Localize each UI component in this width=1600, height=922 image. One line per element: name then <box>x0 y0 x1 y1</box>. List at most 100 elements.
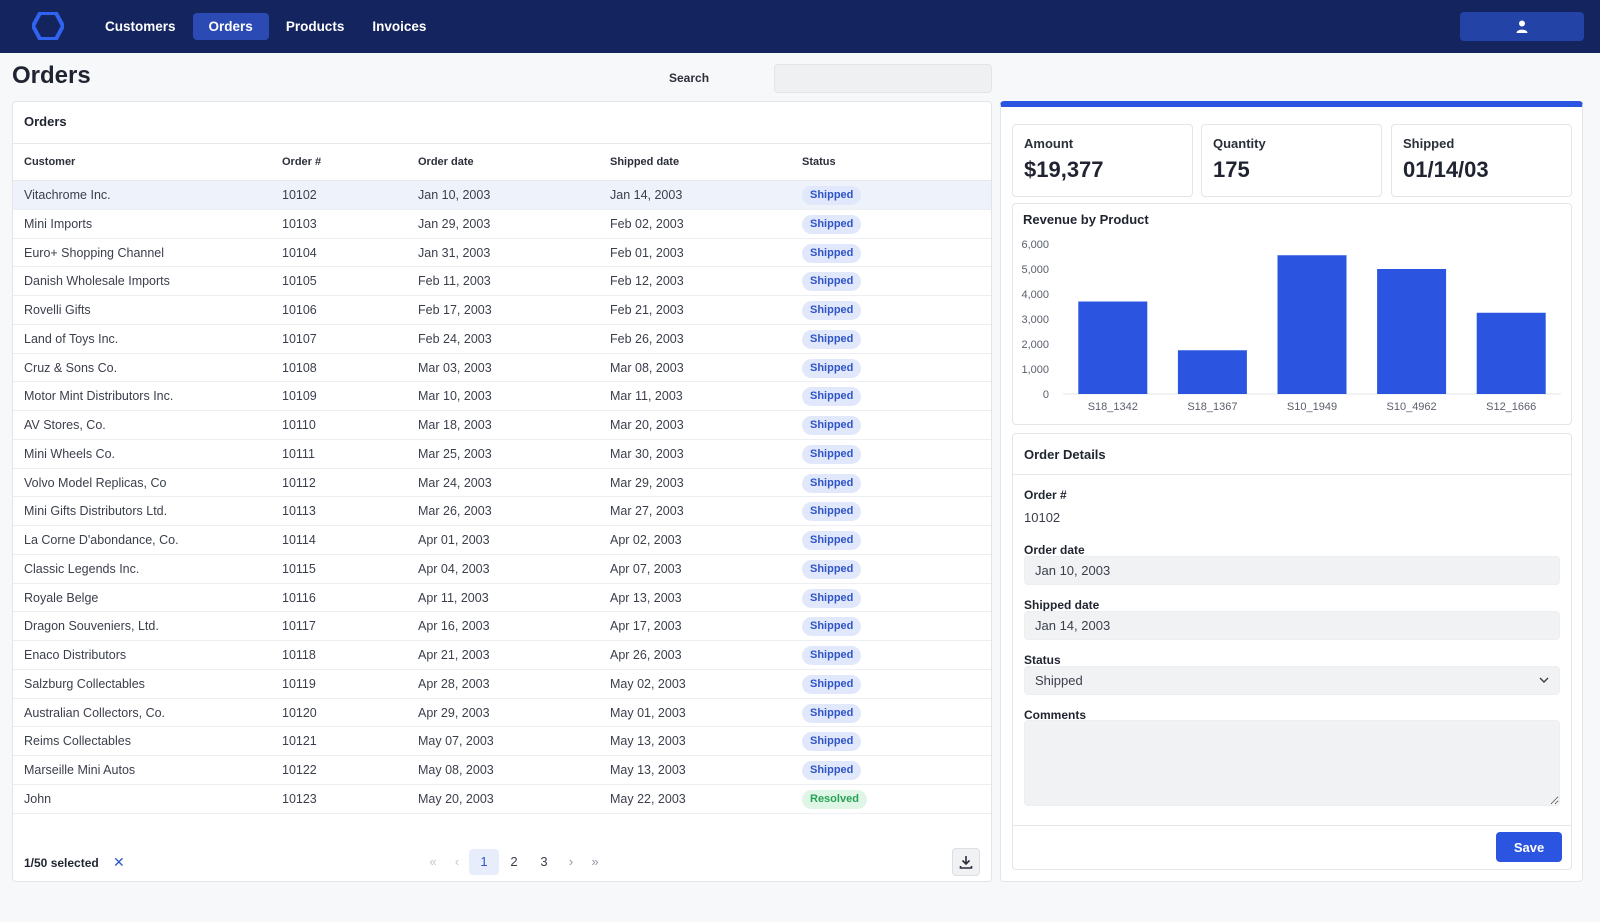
column-header-shipped-date[interactable]: Shipped date <box>610 156 680 168</box>
cell-order-number: 10102 <box>282 188 317 202</box>
status-badge: Shipped <box>802 502 862 522</box>
cell-order-number: 10117 <box>282 619 316 634</box>
download-button[interactable] <box>952 848 980 876</box>
chart-bar[interactable] <box>1078 301 1148 395</box>
cell-shipped-date: May 13, 2003 <box>610 734 686 749</box>
table-row[interactable]: Land of Toys Inc. 10107 Feb 24, 2003 Feb 26… <box>13 325 991 354</box>
cell-order-date: Mar 26, 2003 <box>418 504 492 519</box>
table-row[interactable]: Cruz & Sons Co. 10108 Mar 03, 2003 Mar 08, … <box>13 354 991 383</box>
order-date-field[interactable]: Jan 10, 2003 <box>1024 556 1560 585</box>
table-row[interactable]: Euro+ Shopping Channel 10104 Jan 31, 2003 F… <box>13 239 991 268</box>
table-row[interactable]: Reims Collectables 10121 May 07, 2003 May 1… <box>13 727 991 756</box>
search-input[interactable] <box>774 64 992 93</box>
cell-customer: Mini Wheels Co. <box>24 446 115 461</box>
table-row[interactable]: Enaco Distributors 10118 Apr 21, 2003 Apr 2… <box>13 641 991 670</box>
cell-order-date: Mar 18, 2003 <box>418 418 492 432</box>
y-tick-label: 2,000 <box>1021 339 1049 351</box>
nav-item-customers[interactable]: Customers <box>105 19 176 34</box>
table-row[interactable]: Rovelli Gifts 10106 Feb 17, 2003 Feb 21, 20… <box>13 296 991 325</box>
x-tick-label: S18_1367 <box>1187 401 1237 413</box>
cell-order-date: Mar 10, 2003 <box>418 389 492 404</box>
page-title: Orders <box>12 62 91 89</box>
y-tick-label: 1,000 <box>1021 364 1049 376</box>
nav-item-orders[interactable]: Orders <box>192 13 269 40</box>
details-title: Order Details <box>1024 447 1106 462</box>
chart-bar[interactable] <box>1277 255 1347 394</box>
stat-value: 175 <box>1213 157 1250 182</box>
table-row[interactable]: La Corne D'abondance, Co. 10114 Apr 01, 20… <box>13 526 991 555</box>
status-select[interactable]: Shipped <box>1024 666 1560 695</box>
table-row[interactable]: Mini Wheels Co. 10111 Mar 25, 2003 Mar 30, … <box>13 440 991 469</box>
cell-customer: AV Stores, Co. <box>24 418 106 432</box>
table-row[interactable]: Dragon Souveniers, Ltd. 10117 Apr 16, 2003… <box>13 612 991 641</box>
previous-page-icon[interactable]: ‹ <box>454 854 460 869</box>
table-row[interactable]: Vitachrome Inc. 10102 Jan 10, 2003 Jan 14, … <box>13 181 991 210</box>
status-badge: Shipped <box>802 732 862 752</box>
nav-item-invoices[interactable]: Invoices <box>372 19 427 34</box>
page-button-1[interactable]: 1 <box>469 849 499 875</box>
table-row[interactable]: Royale Belge 10116 Apr 11, 2003 Apr 13, 200… <box>13 584 991 613</box>
stat-value: 01/14/03 <box>1403 157 1489 182</box>
comments-textarea[interactable] <box>1024 720 1560 806</box>
chart-bar[interactable] <box>1177 350 1247 394</box>
column-header-customer[interactable]: Customer <box>24 156 76 168</box>
table-row[interactable]: John 10123 May 20, 2003 May 22, 2003 Resolve… <box>13 785 991 814</box>
top-navbar: Customers Orders Products Invoices <box>0 0 1600 53</box>
cell-customer: Marseille Mini Autos <box>24 763 136 777</box>
cell-order-number: 10119 <box>282 676 316 691</box>
cell-shipped-date: Mar 20, 2003 <box>610 418 684 432</box>
column-header-order-date[interactable]: Order date <box>418 156 474 168</box>
table-row[interactable]: AV Stores, Co. 10110 Mar 18, 2003 Mar 20, 2… <box>13 411 991 440</box>
next-page-icon[interactable]: › <box>568 854 574 869</box>
chart-bar[interactable] <box>1476 312 1546 394</box>
close-icon[interactable]: ✕ <box>113 854 125 870</box>
status-badge: Shipped <box>802 358 862 378</box>
chart-bar[interactable] <box>1377 269 1447 394</box>
shipped-date-label: Shipped date <box>1024 598 1100 612</box>
page-button-2[interactable]: 2 <box>510 854 518 869</box>
cell-customer: Dragon Souveniers, Ltd. <box>24 619 159 634</box>
status-badge: Shipped <box>802 703 862 723</box>
cell-shipped-date: Mar 11, 2003 <box>610 389 683 404</box>
column-header-status[interactable]: Status <box>802 156 836 168</box>
table-row[interactable]: Marseille Mini Autos 10122 May 08, 2003 May… <box>13 756 991 785</box>
cell-customer: Volvo Model Replicas, Co <box>24 475 167 490</box>
nav-item-products[interactable]: Products <box>285 19 345 34</box>
table-row[interactable]: Salzburg Collectables 10119 Apr 28, 2003 Ma… <box>13 670 991 699</box>
cell-customer: Enaco Distributors <box>24 648 127 662</box>
status-badge: Shipped <box>802 617 862 637</box>
user-menu-button[interactable] <box>1460 12 1584 41</box>
hexagon-logo-icon[interactable] <box>32 12 64 40</box>
shipped-date-field[interactable]: Jan 14, 2003 <box>1024 611 1560 640</box>
cell-shipped-date: Apr 26, 2003 <box>610 648 682 662</box>
first-page-icon[interactable]: « <box>429 854 437 869</box>
cell-order-date: Feb 11, 2003 <box>418 274 491 289</box>
table-row[interactable]: Volvo Model Replicas, Co 10112 Mar 24, 200… <box>13 469 991 498</box>
cell-shipped-date: May 13, 2003 <box>610 763 686 777</box>
last-page-icon[interactable]: » <box>591 854 599 869</box>
column-header-order-number[interactable]: Order # <box>282 156 322 168</box>
save-button[interactable]: Save <box>1496 832 1562 862</box>
cell-shipped-date: May 01, 2003 <box>610 705 686 720</box>
stat-label: Quantity <box>1213 136 1266 151</box>
table-row[interactable]: Motor Mint Distributors Inc. 10109 Mar 10,… <box>13 382 991 411</box>
cell-order-date: Apr 21, 2003 <box>418 648 490 662</box>
divider <box>1013 825 1571 826</box>
cell-order-number: 10111 <box>282 446 315 461</box>
revenue-chart-card: Revenue by Product 0 1,000 2,000 3,000 4,000… <box>1012 203 1572 425</box>
table-row[interactable]: Australian Collectors, Co. 10120 Apr 29, 2… <box>13 699 991 728</box>
order-number-label: Order # <box>1024 488 1067 502</box>
cell-order-number: 10104 <box>282 245 317 260</box>
cell-shipped-date: May 22, 2003 <box>610 791 686 806</box>
table-row[interactable]: Mini Imports 10103 Jan 29, 2003 Feb 02, 200… <box>13 210 991 239</box>
page-button-3[interactable]: 3 <box>540 854 548 869</box>
y-tick-label: 4,000 <box>1021 289 1049 301</box>
revenue-bar-chart: 0 1,000 2,000 3,000 4,000 5,000 6,000 S18_1342 S… <box>1021 239 1561 413</box>
table-row[interactable]: Danish Wholesale Imports 10105 Feb 11, 200… <box>13 267 991 296</box>
cell-order-date: Apr 28, 2003 <box>418 676 490 691</box>
table-row[interactable]: Classic Legends Inc. 10115 Apr 04, 2003 Apr… <box>13 555 991 584</box>
chevron-down-icon <box>1539 677 1549 683</box>
table-row[interactable]: Mini Gifts Distributors Ltd. 10113 Mar 26,… <box>13 497 991 526</box>
cell-order-date: Apr 11, 2003 <box>418 590 489 605</box>
cell-order-number: 10113 <box>282 504 316 519</box>
